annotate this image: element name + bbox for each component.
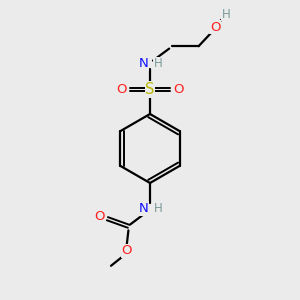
Text: N: N — [139, 57, 148, 70]
Text: O: O — [117, 83, 127, 96]
Text: O: O — [122, 244, 132, 257]
Text: N: N — [139, 202, 148, 215]
Text: S: S — [145, 82, 155, 97]
Text: H: H — [222, 8, 231, 21]
Text: H: H — [154, 57, 163, 70]
Text: O: O — [94, 209, 105, 223]
Text: O: O — [210, 21, 220, 34]
Text: O: O — [173, 83, 184, 96]
Text: H: H — [154, 202, 163, 215]
